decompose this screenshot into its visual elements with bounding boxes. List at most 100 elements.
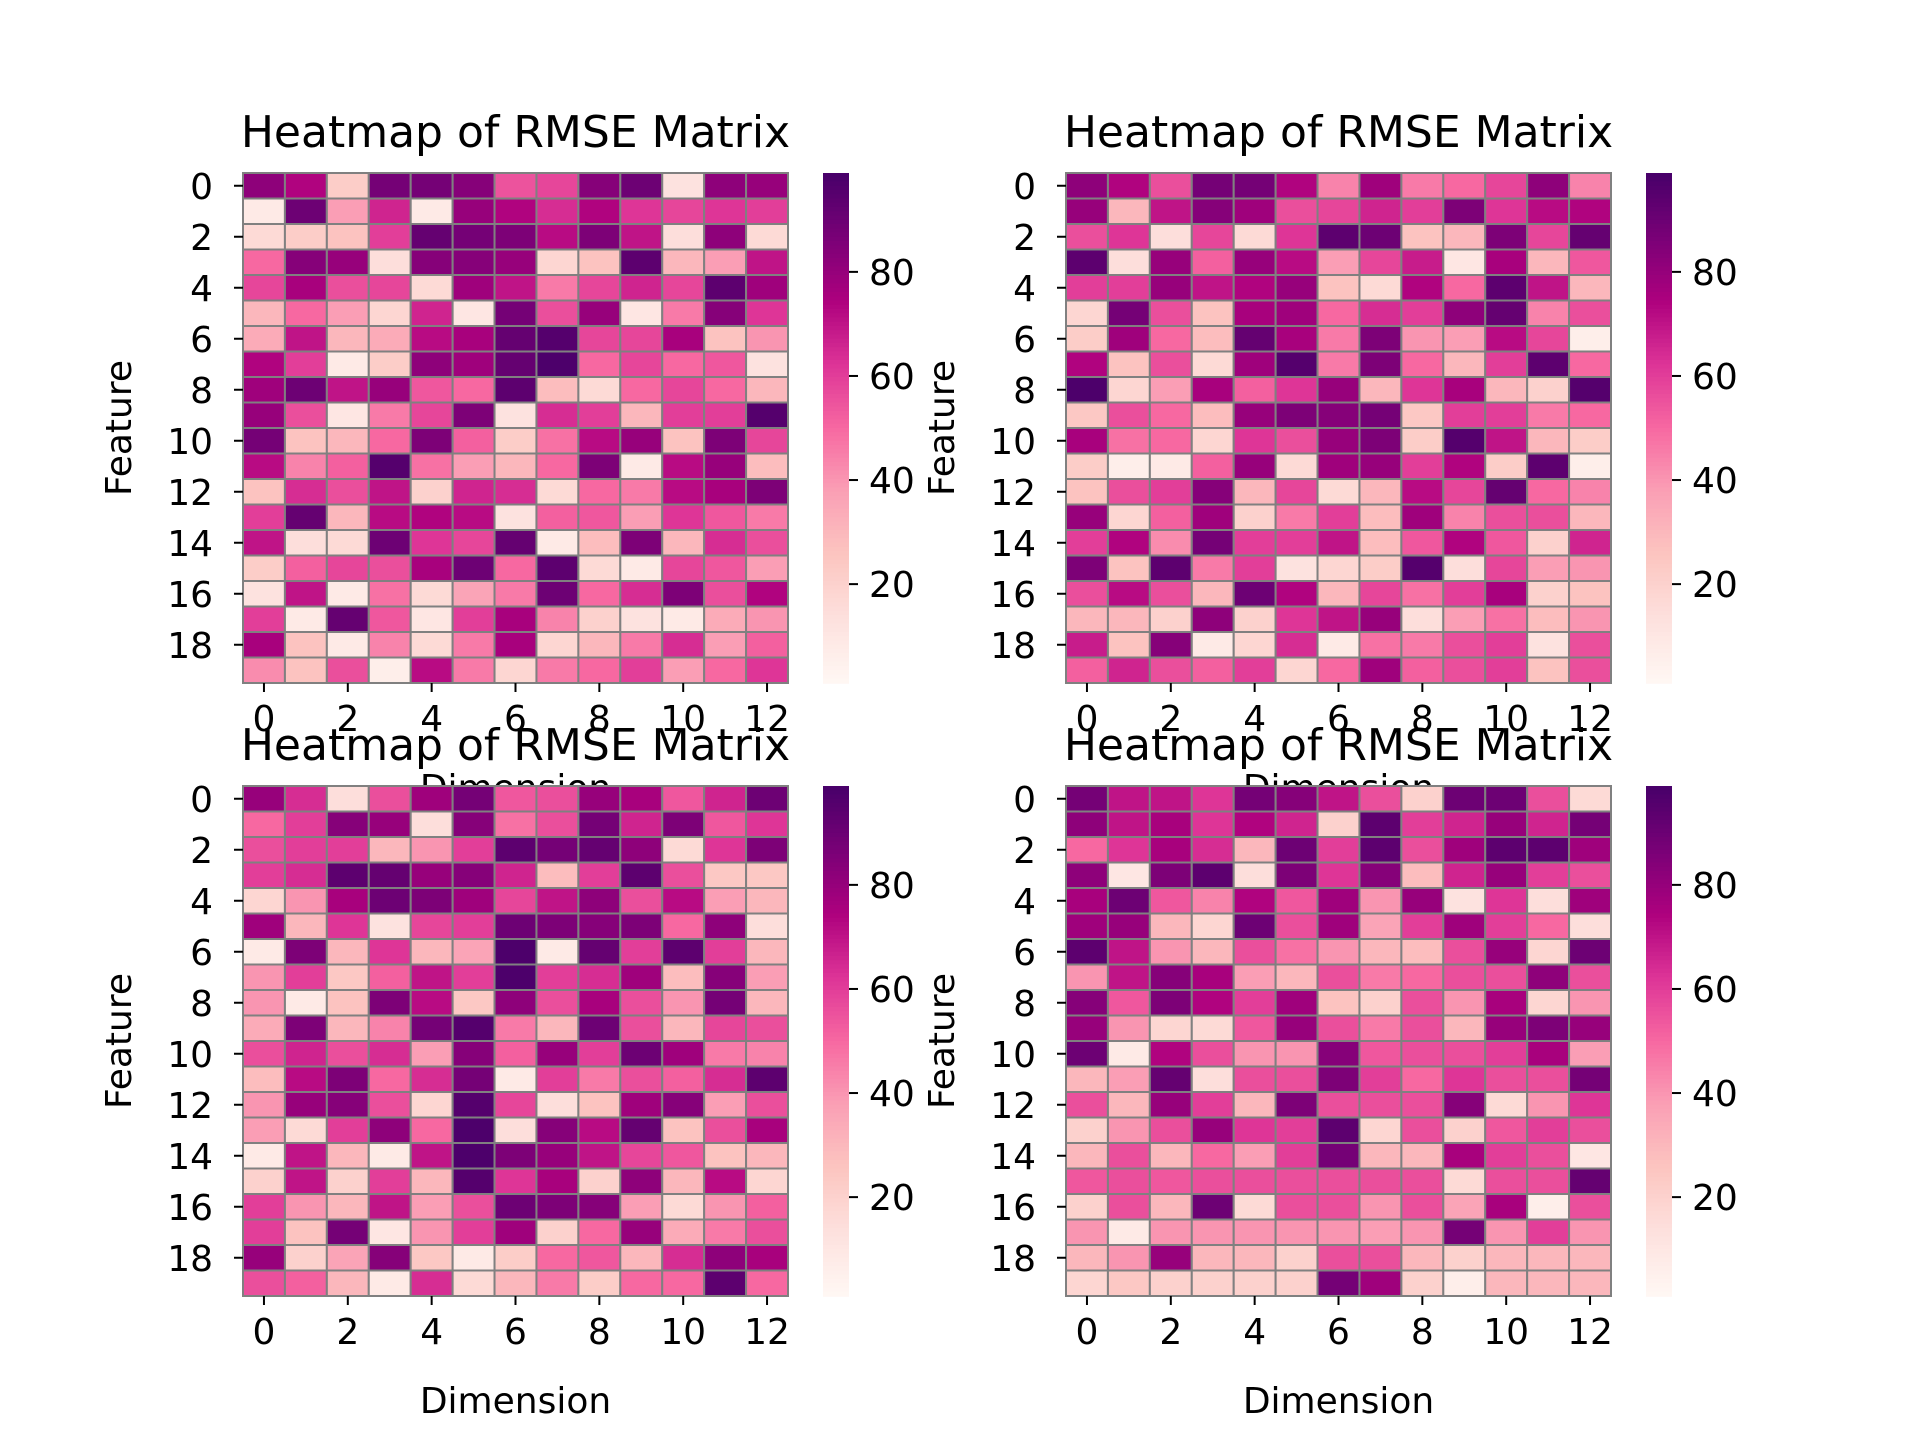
heatmap-cell: [409, 989, 454, 1017]
heatmap-cell: [1232, 1269, 1277, 1297]
colorbar-segment: [1646, 1228, 1672, 1234]
y-tick-label: 12: [167, 1086, 213, 1127]
heatmap-cell: [1442, 631, 1487, 659]
x-tick-label: 2: [336, 1312, 359, 1353]
heatmap-cell: [1400, 631, 1445, 659]
colorbar-segment: [1646, 330, 1672, 336]
heatmap-cell: [1106, 503, 1151, 531]
heatmap-cell: [619, 1244, 664, 1272]
heatmap-cell: [242, 197, 286, 225]
heatmap-cell: [1400, 554, 1445, 582]
colorbar-segment: [823, 296, 849, 302]
colorbar-segment: [1646, 300, 1672, 306]
heatmap-cell: [1106, 887, 1151, 915]
heatmap-cell: [242, 605, 286, 633]
heatmap-cell: [1065, 350, 1109, 378]
colorbar-segment: [1646, 815, 1672, 821]
colorbar-segment: [823, 807, 849, 813]
colorbar-segment: [823, 585, 849, 591]
colorbar-segment: [823, 385, 849, 391]
heatmap-cell: [1484, 376, 1529, 404]
colorbar-segment: [1646, 888, 1672, 894]
heatmap-cell: [745, 197, 789, 225]
heatmap-cell: [367, 452, 412, 480]
heatmap-cell: [1190, 274, 1235, 302]
heatmap-cell: [745, 1244, 789, 1272]
heatmap-cell: [451, 1116, 496, 1144]
heatmap-cell: [451, 1142, 496, 1170]
heatmap-cell: [1484, 785, 1529, 813]
heatmap-cell: [242, 299, 286, 327]
heatmap-cell: [451, 197, 496, 225]
heatmap-cell: [1316, 912, 1361, 940]
y-tick-label: 18: [990, 1239, 1036, 1280]
colorbar-segment: [823, 862, 849, 868]
heatmap-cell: [367, 580, 412, 608]
heatmap-cell: [1106, 1040, 1151, 1068]
colorbar-segment: [1646, 241, 1672, 247]
colorbar-segment: [1646, 496, 1672, 502]
heatmap-cell: [661, 427, 706, 455]
heatmap-cell: [367, 172, 412, 200]
colorbar-segment: [823, 411, 849, 417]
heatmap-cell: [577, 963, 622, 991]
colorbar-segment: [1646, 1079, 1672, 1085]
heatmap-cell: [325, 427, 370, 455]
heatmap-cell: [1065, 861, 1109, 889]
heatmap-cell: [661, 274, 706, 302]
heatmap-cell: [493, 938, 538, 966]
colorbar-segment: [1646, 892, 1672, 898]
heatmap-cell: [1442, 427, 1487, 455]
heatmap-cell: [1316, 427, 1361, 455]
heatmap-cell: [409, 580, 454, 608]
colorbar-segment: [1646, 913, 1672, 919]
heatmap-cell: [1526, 478, 1571, 506]
heatmap-cell: [619, 197, 664, 225]
colorbar-segment: [1646, 644, 1672, 650]
colorbar-segment: [1646, 415, 1672, 421]
heatmap-cell: [1106, 274, 1151, 302]
heatmap-cell: [745, 325, 789, 353]
colorbar-segment: [1646, 1198, 1672, 1204]
colorbar-segment: [1646, 964, 1672, 970]
colorbar-segment: [1646, 317, 1672, 323]
heatmap-cell: [1106, 1167, 1151, 1195]
colorbar-segment: [823, 1232, 849, 1238]
heatmap-cell: [703, 580, 748, 608]
heatmap-cell: [1400, 989, 1445, 1017]
heatmap-cell: [703, 1269, 748, 1297]
heatmap-cell: [325, 631, 370, 659]
heatmap-cell: [1274, 1040, 1319, 1068]
colorbar-segment: [1646, 1126, 1672, 1132]
heatmap-cell: [1065, 1218, 1109, 1246]
heatmap-cell: [409, 810, 454, 838]
heatmap-cell: [703, 887, 748, 915]
colorbar-segment: [1646, 1257, 1672, 1263]
heatmap-cell: [1400, 223, 1445, 251]
heatmap-cell: [1065, 529, 1109, 557]
colorbar-segment: [1646, 1019, 1672, 1025]
heatmap-cell: [242, 1193, 286, 1221]
heatmap-cell: [1484, 325, 1529, 353]
heatmap-cell: [1400, 172, 1445, 200]
heatmap-cell: [703, 1193, 748, 1221]
heatmap-cell: [409, 299, 454, 327]
heatmap-cell: [1190, 1218, 1235, 1246]
heatmap-cell: [1148, 1040, 1193, 1068]
heatmap-cell: [535, 989, 580, 1017]
heatmap-cell: [619, 554, 664, 582]
colorbar-segment: [1646, 185, 1672, 191]
colorbar-segment: [1646, 1041, 1672, 1047]
colorbar-segment: [1646, 453, 1672, 459]
heatmap-cell: [577, 605, 622, 633]
colorbar-segment: [1646, 981, 1672, 987]
x-tick-label: 8: [1411, 699, 1434, 740]
heatmap-cell: [1400, 785, 1445, 813]
heatmap-cell: [1400, 580, 1445, 608]
colorbar-segment: [823, 483, 849, 489]
heatmap-cell: [1526, 401, 1571, 429]
heatmap-cell: [1400, 503, 1445, 531]
heatmap-cell: [1568, 299, 1612, 327]
heatmap-cell: [1316, 172, 1361, 200]
